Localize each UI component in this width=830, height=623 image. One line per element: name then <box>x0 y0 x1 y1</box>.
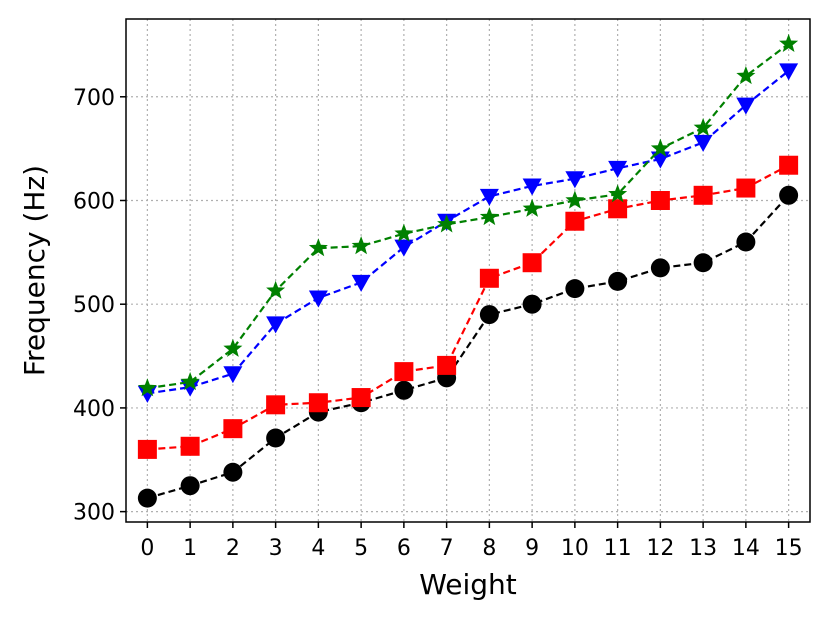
data-point <box>394 380 414 400</box>
data-point <box>565 279 585 299</box>
data-point <box>351 236 371 255</box>
data-point <box>308 238 328 257</box>
data-point <box>693 117 713 136</box>
data-point <box>266 395 286 415</box>
y-axis-title: Frequency (Hz) <box>18 165 51 376</box>
data-point <box>479 305 499 325</box>
data-point <box>437 355 457 375</box>
data-point <box>223 462 243 482</box>
data-point <box>180 476 200 496</box>
data-point <box>736 66 756 85</box>
plot-area-frame <box>125 18 811 523</box>
data-point <box>522 178 542 196</box>
data-point <box>437 214 457 233</box>
x-tick-label: 0 <box>140 536 154 561</box>
x-tick-label: 5 <box>354 536 368 561</box>
x-tick-label: 11 <box>604 536 632 561</box>
data-point <box>608 184 628 203</box>
data-point <box>394 223 414 242</box>
data-point <box>779 185 799 205</box>
data-point <box>565 171 585 189</box>
data-point <box>180 371 200 391</box>
data-point <box>522 294 542 314</box>
series-layer <box>137 33 799 508</box>
data-point <box>779 33 799 52</box>
x-tick-label: 12 <box>646 536 674 561</box>
data-point <box>266 316 286 334</box>
x-tick-label: 15 <box>775 536 803 561</box>
data-point <box>650 258 670 278</box>
y-tick-label: 500 <box>73 293 115 318</box>
x-axis-ticks: 0 1 2 3 4 5 6 7 8 9 10 11 12 13 14 15 <box>140 522 803 561</box>
series-line <box>147 70 790 395</box>
data-point <box>180 436 200 456</box>
data-point <box>736 178 756 198</box>
x-tick-label: 8 <box>482 536 496 561</box>
data-point <box>736 97 756 115</box>
data-point <box>137 488 157 508</box>
data-point <box>693 253 713 273</box>
data-point <box>479 268 499 288</box>
x-tick-label: 7 <box>440 536 454 561</box>
y-tick-label: 400 <box>73 397 115 422</box>
data-point <box>779 63 799 81</box>
x-tick-label: 3 <box>269 536 283 561</box>
data-point <box>565 190 585 209</box>
data-point <box>565 211 585 231</box>
data-point <box>266 280 286 299</box>
data-point <box>266 428 286 448</box>
data-point <box>137 378 157 397</box>
y-tick-label: 600 <box>73 189 115 214</box>
y-tick-label: 300 <box>73 501 115 526</box>
data-point <box>351 388 371 408</box>
x-axis-title: Weight <box>419 568 517 601</box>
data-point <box>308 393 328 413</box>
y-axis-ticks: 300 400 500 600 700 <box>73 86 126 526</box>
data-point <box>608 160 628 178</box>
series-1 <box>137 155 799 459</box>
data-point <box>779 155 799 175</box>
data-point <box>479 188 499 206</box>
data-point <box>394 362 414 382</box>
data-point <box>608 271 628 291</box>
data-point <box>137 385 157 403</box>
data-point <box>479 207 499 226</box>
data-point <box>522 253 542 273</box>
series-3 <box>137 33 799 397</box>
x-tick-label: 9 <box>525 536 539 561</box>
data-point <box>693 134 713 152</box>
x-tick-label: 10 <box>561 536 589 561</box>
y-tick-label: 700 <box>73 86 115 111</box>
data-point <box>223 366 243 384</box>
data-point <box>650 138 670 157</box>
data-point <box>522 198 542 217</box>
x-tick-label: 2 <box>226 536 240 561</box>
series-0 <box>137 185 799 508</box>
series-line <box>147 194 790 500</box>
data-point <box>223 338 243 357</box>
data-point <box>180 379 200 397</box>
series-line <box>147 43 790 390</box>
series-2 <box>137 63 799 403</box>
x-tick-label: 1 <box>183 536 197 561</box>
data-point <box>650 190 670 210</box>
x-tick-label: 4 <box>311 536 325 561</box>
data-point <box>308 290 328 308</box>
data-point <box>223 419 243 439</box>
data-point <box>736 232 756 252</box>
x-tick-label: 6 <box>397 536 411 561</box>
x-tick-label: 14 <box>732 536 760 561</box>
data-point <box>137 439 157 459</box>
series-line <box>147 164 790 451</box>
data-point <box>693 185 713 205</box>
x-tick-label: 13 <box>689 536 717 561</box>
data-point <box>394 239 414 257</box>
data-point <box>608 199 628 219</box>
data-point <box>351 274 371 292</box>
